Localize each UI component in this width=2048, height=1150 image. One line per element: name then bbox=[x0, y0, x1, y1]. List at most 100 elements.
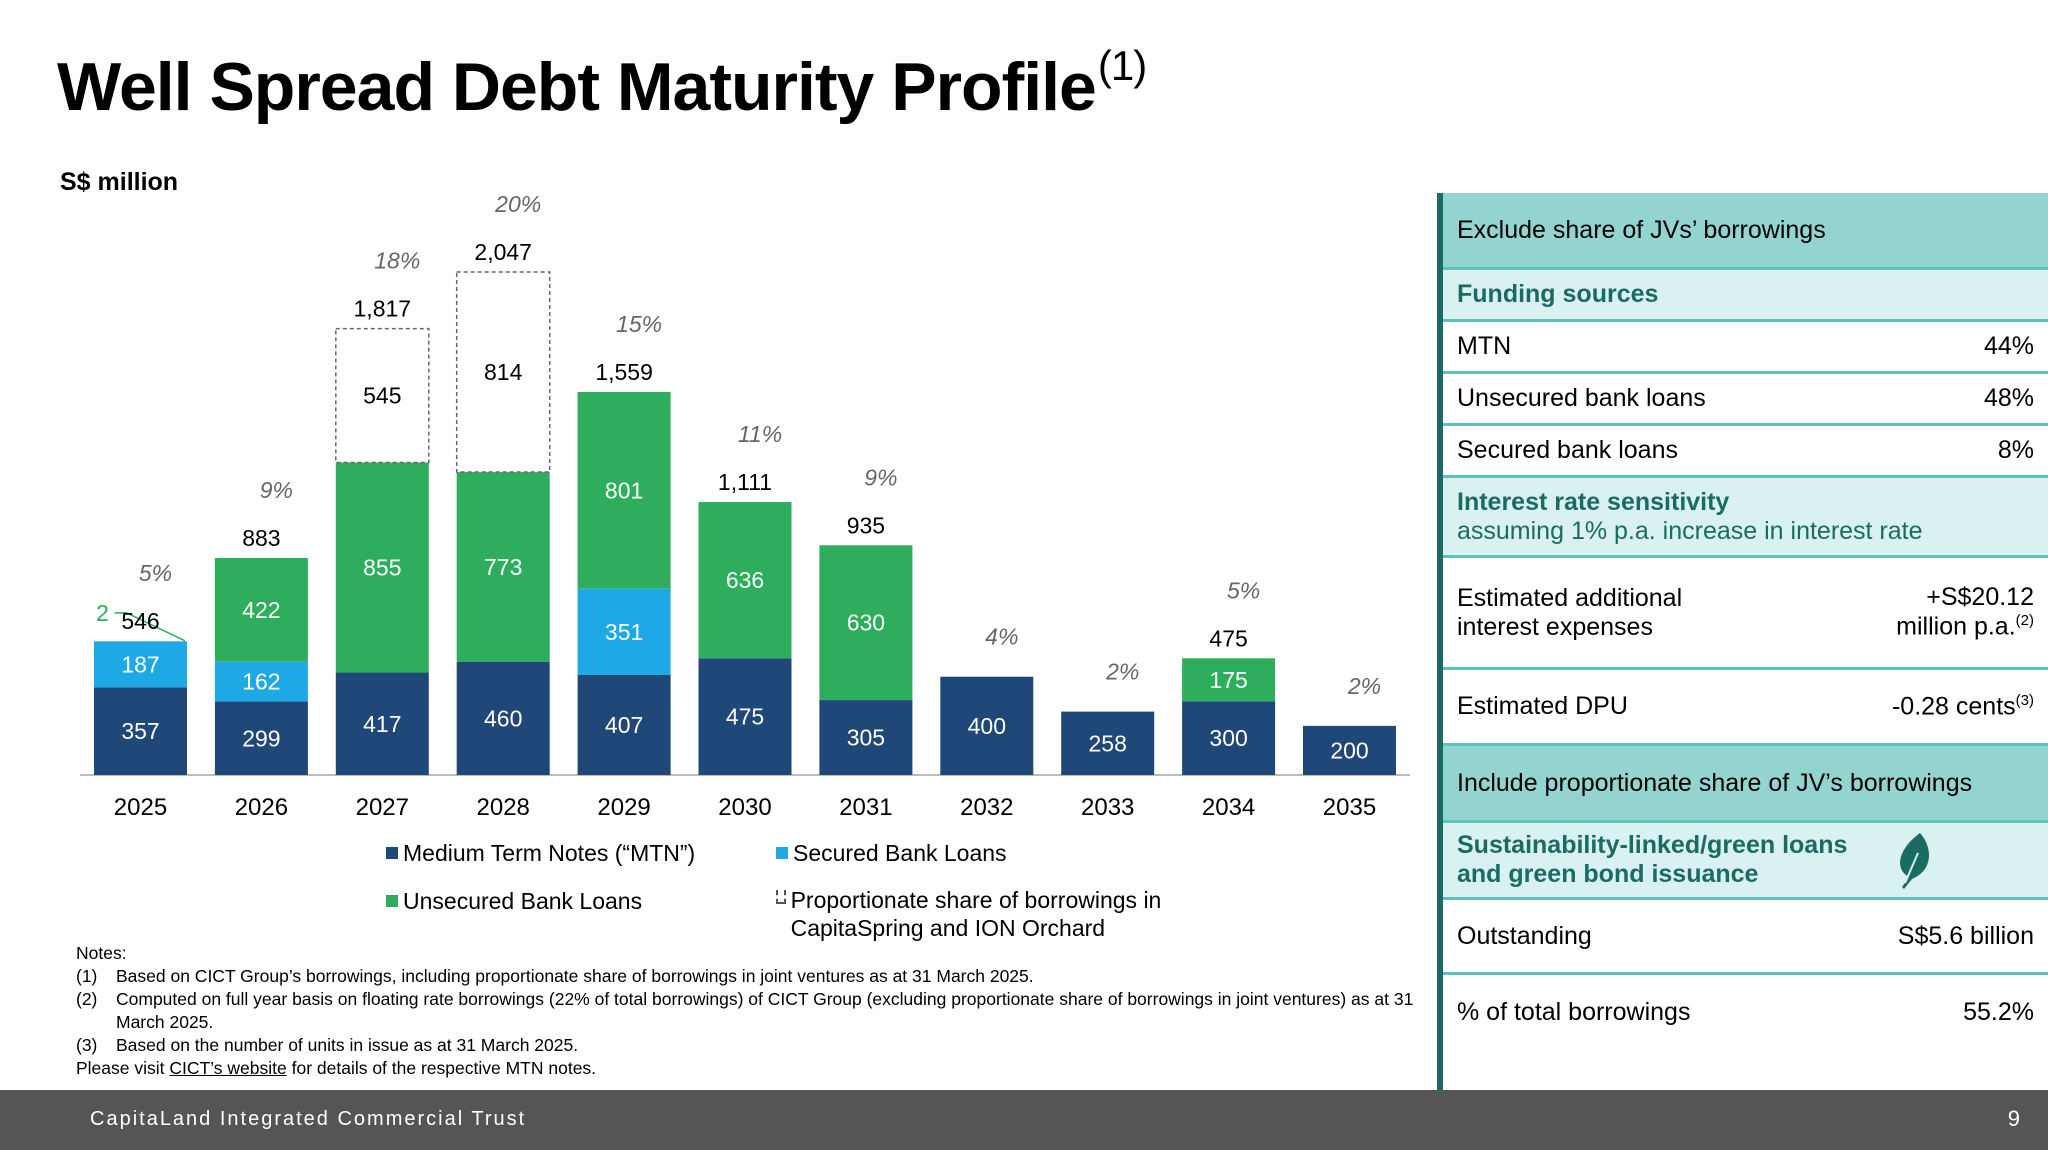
page-number: 9 bbox=[2007, 1106, 2020, 1131]
segment-label: 630 bbox=[847, 610, 885, 636]
segment-label: 814 bbox=[484, 359, 523, 385]
dpu-row: Estimated DPU -0.28 cents(3) bbox=[1443, 670, 2048, 746]
bar-segment-unsecured bbox=[577, 391, 671, 589]
bar-segment-mtn bbox=[940, 676, 1034, 775]
bar-segment-unsecured bbox=[214, 558, 308, 662]
x-tick-label: 2028 bbox=[477, 794, 530, 821]
label-line: interest expenses bbox=[1457, 612, 1653, 641]
percent-label: 20% bbox=[494, 191, 541, 217]
note-number: (1) bbox=[76, 966, 98, 986]
outstanding-row: Outstanding S$5.6 billion bbox=[1443, 900, 2048, 975]
segment-label: 855 bbox=[363, 555, 401, 581]
bar-segment-mtn bbox=[335, 672, 429, 775]
note-number: (2) bbox=[76, 989, 98, 1009]
percent-label: 5% bbox=[1227, 577, 1260, 603]
total-label: 546 bbox=[121, 608, 159, 634]
visit-prefix: Please visit bbox=[76, 1058, 170, 1078]
green-financing-header: Sustainability-linked/green loans and gre… bbox=[1443, 823, 2048, 900]
x-tick-label: 2033 bbox=[1081, 794, 1134, 821]
note-item: (3) Based on the number of units in issue… bbox=[76, 1034, 1416, 1057]
bar-segment-mtn bbox=[214, 701, 308, 775]
segment-label: 299 bbox=[242, 725, 280, 751]
legend-swatch-mtn bbox=[386, 846, 398, 859]
bar-segment-jv bbox=[335, 327, 430, 464]
interest-sensitivity-header: Interest rate sensitivity assuming 1% p.a… bbox=[1443, 478, 2048, 558]
bar-segment-mtn bbox=[456, 661, 550, 775]
bar-segment-mtn bbox=[577, 675, 671, 775]
note-text: Computed on full year basis on floating … bbox=[116, 989, 1414, 1032]
segment-label: 258 bbox=[1089, 730, 1127, 756]
exclude-jv-header: Exclude share of JVs’ borrowings bbox=[1443, 193, 2048, 270]
bar-segment-mtn bbox=[1182, 701, 1276, 775]
x-tick-label: 2032 bbox=[960, 794, 1013, 821]
funding-row-unsecured: Unsecured bank loans 48% bbox=[1443, 374, 2048, 426]
percent-label: 11% bbox=[738, 421, 782, 447]
bar-segment-unsecured bbox=[335, 462, 429, 673]
footer: CapitaLand Integrated Commercial Trust 9 bbox=[0, 1090, 2048, 1150]
title-footnote: (1) bbox=[1097, 42, 1147, 89]
green-title-line: Sustainability-linked/green loans bbox=[1457, 831, 1848, 859]
bar-segment-secured bbox=[214, 661, 308, 702]
bar-segment-mtn bbox=[94, 687, 187, 775]
segment-label: 351 bbox=[605, 619, 643, 645]
total-label: 1,111 bbox=[718, 469, 772, 495]
cict-website-link[interactable]: CICT’s website bbox=[169, 1058, 287, 1078]
x-tick-label: 2026 bbox=[235, 794, 288, 821]
row-label: Outstanding bbox=[1457, 921, 1592, 950]
bar-segment-mtn bbox=[1061, 711, 1155, 775]
segment-label: 187 bbox=[121, 651, 159, 677]
title-text: Well Spread Debt Maturity Profile bbox=[57, 49, 1097, 125]
segment-label-callout: 2 bbox=[96, 600, 109, 626]
bar-segment-secured bbox=[577, 588, 671, 676]
section-title: Sustainability-linked/green loans and gre… bbox=[1457, 831, 1847, 889]
row-value: 48% bbox=[1983, 384, 2034, 412]
percent-label: 9% bbox=[864, 464, 897, 490]
sensitivity-title: Interest rate sensitivity bbox=[1457, 487, 1730, 516]
segment-label: 175 bbox=[1209, 667, 1247, 693]
row-value: -0.28 cents(3) bbox=[1892, 692, 2034, 721]
x-tick-label: 2029 bbox=[597, 794, 650, 821]
page-title: Well Spread Debt Maturity Profile(1) bbox=[57, 42, 1147, 126]
footnote-ref: (2) bbox=[2015, 612, 2034, 630]
row-label: % of total borrowings bbox=[1457, 998, 1691, 1026]
percent-label: 9% bbox=[260, 477, 293, 503]
percent-label: 15% bbox=[616, 311, 662, 337]
visit-line: Please visit CICT’s website for details … bbox=[76, 1057, 1416, 1080]
segment-label: 460 bbox=[484, 705, 522, 731]
unit-label: S$ million bbox=[60, 168, 179, 196]
bar-segment-unsecured bbox=[1182, 658, 1276, 702]
legend-item-unsecured: Unsecured Bank Loans bbox=[386, 888, 642, 915]
percent-label: 5% bbox=[139, 560, 172, 586]
row-value: 8% bbox=[1997, 436, 2034, 464]
include-jv-header: Include proportionate share of JV’s borr… bbox=[1443, 746, 2048, 823]
row-label: MTN bbox=[1457, 332, 1512, 360]
debt-maturity-chart: 357 187 2 546 5% 2025 299 162 422 883 9% 2026 417 855… bbox=[80, 191, 1410, 821]
green-title-line: and green bond issuance bbox=[1457, 860, 1759, 888]
bar-segment-jv bbox=[455, 271, 551, 473]
row-label: Secured bank loans bbox=[1457, 436, 1678, 464]
footer-brand: CapitaLand Integrated Commercial Trust bbox=[90, 1108, 527, 1130]
header-text: Include proportionate share of JV’s borr… bbox=[1457, 768, 1973, 797]
legend-label: Proportionate share of borrowings in Cap… bbox=[790, 887, 1162, 941]
section-title: Interest rate sensitivity assuming 1% p.a… bbox=[1457, 488, 1923, 546]
legend-swatch-jv bbox=[776, 890, 786, 904]
legend-label: Unsecured Bank Loans bbox=[403, 888, 643, 914]
section-title: Funding sources bbox=[1457, 280, 1659, 308]
row-label: Estimated DPU bbox=[1457, 692, 1628, 720]
percent-label: 18% bbox=[374, 248, 420, 274]
total-label: 883 bbox=[242, 525, 280, 551]
total-label: 1,559 bbox=[595, 359, 653, 385]
legend-item-secured: Secured Bank Loans bbox=[776, 840, 1007, 867]
total-label: 1,817 bbox=[354, 296, 412, 322]
bar-segment-secured bbox=[94, 641, 187, 688]
segment-label: 773 bbox=[484, 554, 522, 580]
callout-line bbox=[114, 612, 186, 642]
segment-label: 417 bbox=[363, 711, 401, 737]
x-tick-label: 2035 bbox=[1323, 794, 1376, 821]
segment-label: 400 bbox=[968, 713, 1006, 739]
bar-segment-unsecured bbox=[698, 502, 792, 659]
note-item: (1) Based on CICT Group’s borrowings, inc… bbox=[76, 965, 1416, 988]
note-item: (2) Computed on full year basis on floati… bbox=[76, 988, 1416, 1034]
legend-item-jv: Proportionate share of borrowings in Cap… bbox=[776, 886, 1176, 942]
segment-label: 300 bbox=[1209, 725, 1247, 751]
